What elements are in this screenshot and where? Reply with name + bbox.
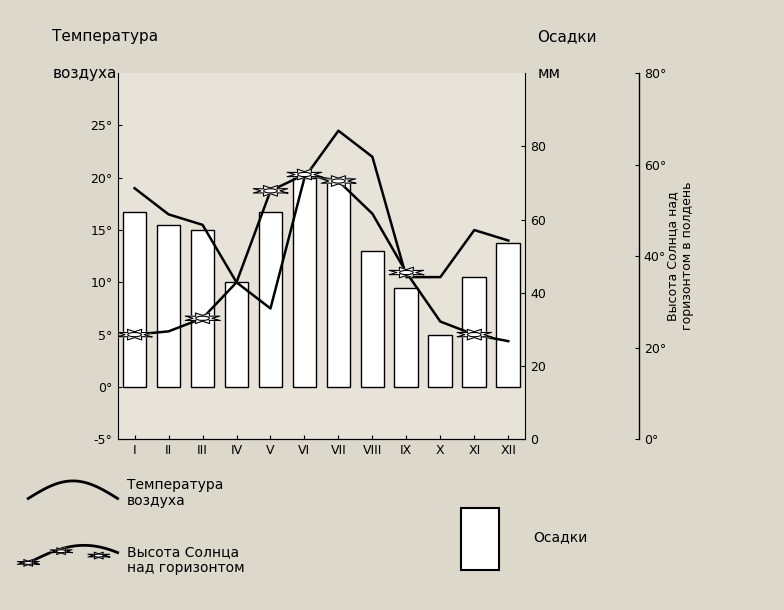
Circle shape: [56, 550, 66, 553]
Circle shape: [298, 173, 311, 177]
Polygon shape: [321, 176, 356, 186]
Text: Высота Солнца
над горизонтом: Высота Солнца над горизонтом: [127, 545, 245, 575]
Polygon shape: [457, 329, 492, 340]
Bar: [191, 230, 214, 387]
Bar: [394, 287, 418, 387]
Bar: [259, 212, 282, 387]
Bar: [292, 178, 317, 387]
Bar: [327, 178, 350, 387]
Bar: [496, 243, 521, 387]
Text: Осадки: Осадки: [533, 530, 587, 544]
Polygon shape: [253, 185, 288, 196]
Circle shape: [400, 270, 413, 274]
Polygon shape: [50, 548, 72, 554]
Circle shape: [94, 554, 103, 557]
Circle shape: [24, 561, 33, 564]
Polygon shape: [88, 552, 110, 559]
Polygon shape: [287, 169, 321, 180]
Bar: [463, 277, 486, 387]
Polygon shape: [17, 559, 39, 566]
Text: мм: мм: [538, 66, 561, 81]
Bar: [224, 282, 249, 387]
Circle shape: [128, 332, 141, 337]
Circle shape: [196, 316, 209, 320]
Bar: [428, 335, 452, 387]
Circle shape: [332, 179, 345, 183]
Polygon shape: [389, 267, 423, 278]
Text: воздуха: воздуха: [53, 66, 117, 81]
Circle shape: [467, 332, 481, 337]
Bar: [361, 251, 384, 387]
Text: Высота Солнца над
горизонтом в полдень: Высота Солнца над горизонтом в полдень: [666, 182, 694, 331]
Text: Осадки: Осадки: [538, 29, 597, 44]
Bar: [157, 225, 180, 387]
Circle shape: [263, 188, 278, 193]
Polygon shape: [185, 313, 220, 323]
Bar: [461, 508, 499, 570]
Text: Температура
воздуха: Температура воздуха: [127, 478, 223, 508]
Bar: [122, 212, 147, 387]
Text: Температура: Температура: [53, 29, 158, 44]
Polygon shape: [118, 329, 152, 340]
